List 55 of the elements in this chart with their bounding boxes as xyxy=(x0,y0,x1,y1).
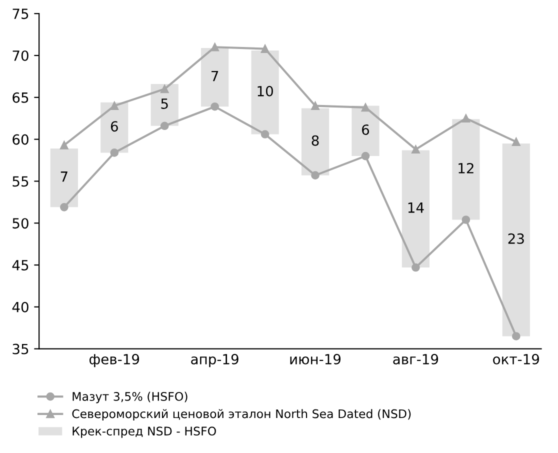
data-label: 10 xyxy=(258,86,273,96)
y-tick-label: 65 xyxy=(12,92,28,103)
point xyxy=(260,130,270,138)
bar xyxy=(502,143,530,336)
point xyxy=(60,203,68,212)
y-tick-label: 50 xyxy=(12,218,28,229)
data-label: 12 xyxy=(458,162,474,174)
y-tick-label: 40 xyxy=(12,302,28,312)
legend-label: Мазут 3,5% (HSFO) xyxy=(72,392,188,404)
data-label: 7 xyxy=(60,172,68,182)
point xyxy=(412,263,420,272)
data-label: 14 xyxy=(408,202,424,213)
y-tick-label: 75 xyxy=(12,8,28,20)
point xyxy=(361,152,370,160)
data-label: 8 xyxy=(312,135,319,146)
bar xyxy=(50,148,78,208)
point xyxy=(210,102,219,111)
point xyxy=(160,122,169,130)
bar xyxy=(251,50,279,134)
point xyxy=(512,138,520,146)
y-tick-label: 70 xyxy=(12,50,28,61)
y-tick-label: 45 xyxy=(12,260,28,270)
data-label: 6 xyxy=(362,124,370,135)
point xyxy=(462,114,470,123)
point xyxy=(311,102,320,110)
point xyxy=(311,171,320,180)
point xyxy=(412,145,420,154)
data-label: 6 xyxy=(110,121,118,132)
legend-label: Крек-спред NSD - HSFO xyxy=(72,426,216,438)
bar xyxy=(201,48,229,107)
x-tick-label: июн-19 xyxy=(290,354,341,364)
y-tick-label: 35 xyxy=(12,344,28,354)
data-label: 7 xyxy=(212,70,218,82)
data-label: 5 xyxy=(161,98,168,109)
point xyxy=(110,148,119,157)
x-tick-label: окт-19 xyxy=(493,354,540,364)
bar xyxy=(452,119,480,220)
bar xyxy=(352,106,380,156)
x-tick-label: апр-19 xyxy=(191,354,238,368)
x-tick-label: фев-19 xyxy=(90,354,140,368)
point xyxy=(260,44,270,53)
point xyxy=(110,102,119,110)
point xyxy=(361,103,370,112)
bar xyxy=(301,108,330,176)
point xyxy=(60,140,68,150)
point xyxy=(210,42,219,52)
y-tick-label: 55 xyxy=(12,176,28,187)
legend-label: Североморский ценовой эталон North Sea Dated (NSD) xyxy=(72,409,411,421)
bar xyxy=(402,150,430,268)
x-tick-label: авг-19 xyxy=(393,354,438,364)
data-label: 23 xyxy=(508,233,524,244)
point xyxy=(462,216,470,224)
point xyxy=(160,84,169,94)
point xyxy=(512,332,520,340)
y-tick-label: 60 xyxy=(12,134,28,145)
